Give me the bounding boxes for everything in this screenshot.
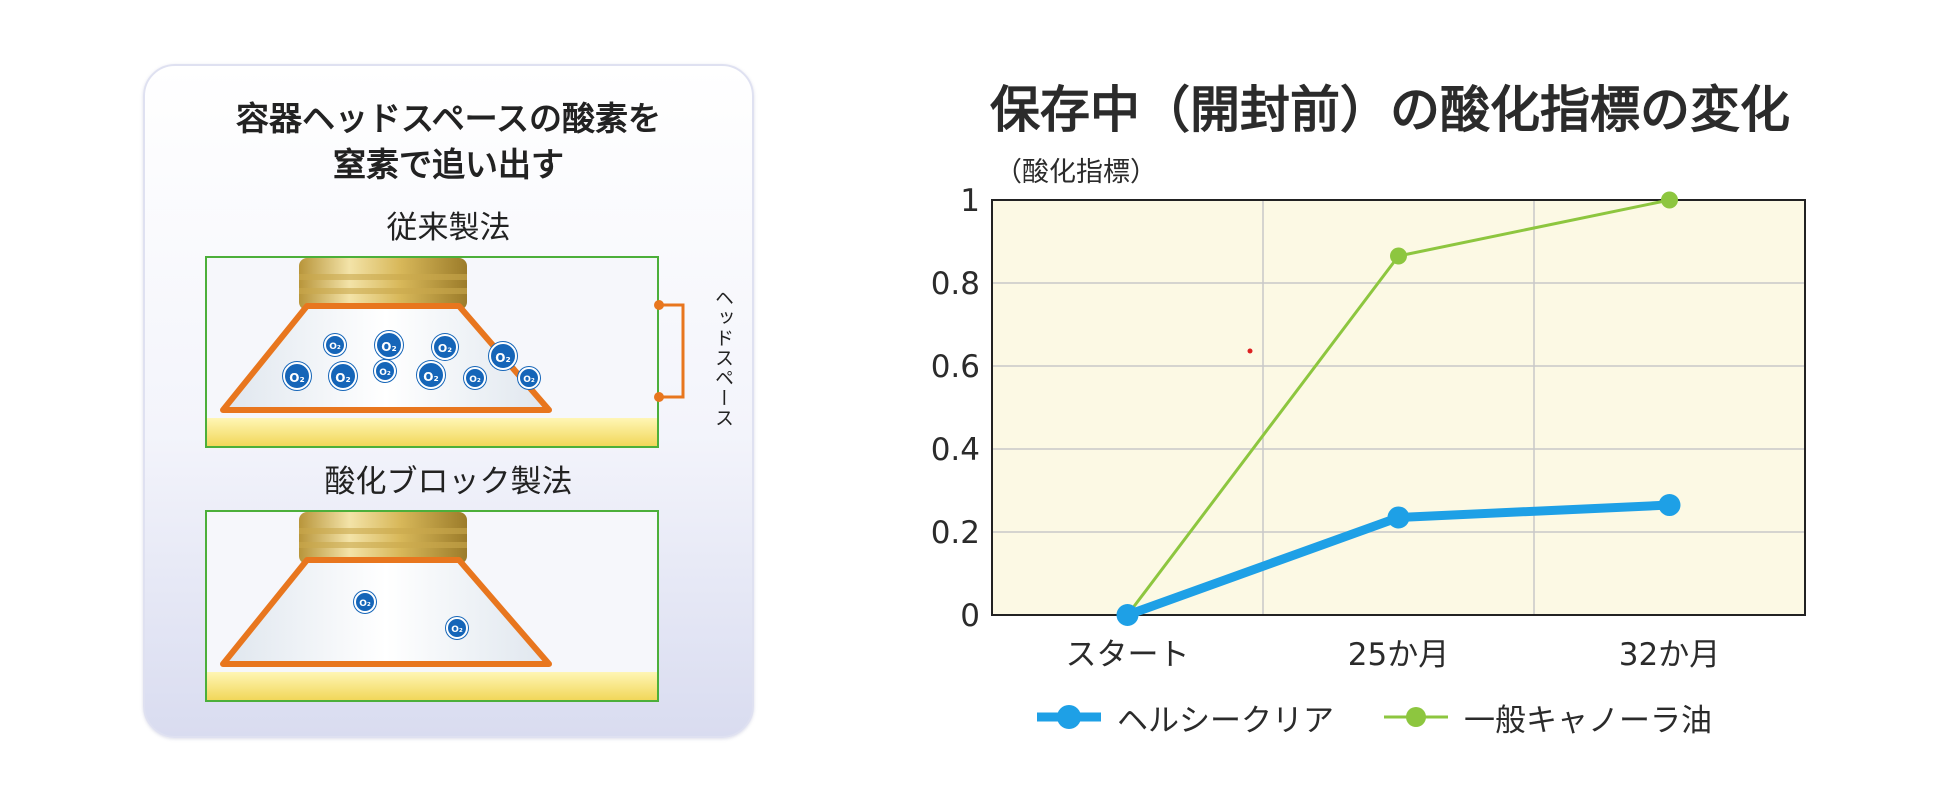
stray-dot — [1247, 348, 1253, 354]
illustration-panel: 容器ヘッドスペースの酸素を 窒素で追い出す 従来製法 — [143, 64, 754, 738]
headspace-bracket — [654, 300, 685, 402]
chart-title: 保存中（開封前）の酸化指標の変化 — [990, 81, 1790, 139]
illustration-title: 容器ヘッドスペースの酸素を 窒素で追い出す — [145, 96, 752, 188]
oxygen-molecule-icon: O₂ — [464, 367, 486, 389]
legend-label-series-2: 一般キャノーラ油 — [1464, 702, 1712, 739]
oxygen-molecule-icon: O₂ — [354, 591, 376, 613]
block-bottle-scene: O₂ O₂ — [205, 510, 659, 702]
plot-frame — [991, 199, 1806, 616]
method-conventional-label: 従来製法 — [386, 210, 511, 246]
bottle-cap — [299, 258, 467, 310]
conventional-bottle-scene: O₂ O₂ O₂ O₂ O₂ O₂ O₂ O₂ O₂ O₂ — [205, 256, 659, 448]
headspace-label: ヘッドスペース — [712, 288, 734, 428]
y-tick-labels: 0 0.2 0.4 0.6 0.8 1 — [931, 183, 980, 634]
legend-item-series-1: ヘルシークリア — [1035, 692, 1334, 742]
method-block-label: 酸化ブロック製法 — [324, 464, 573, 500]
legend-marker-series-2 — [1384, 707, 1448, 727]
line-chart: 0 0.2 0.4 0.6 0.8 1 スタート 25か月 32か月 — [931, 183, 1806, 673]
y-tick-label: 0 — [960, 598, 980, 634]
bottle-cap — [299, 512, 467, 564]
y-tick-label: 0.6 — [931, 349, 980, 385]
plot-area — [992, 200, 1805, 615]
oxygen-molecule-icon: O₂ — [283, 362, 311, 390]
y-tick-label: 0.4 — [931, 432, 980, 468]
illustration-title-line1: 容器ヘッドスペースの酸素を — [235, 99, 662, 138]
y-tick-label: 1 — [960, 183, 980, 219]
data-point-series-2 — [1661, 191, 1678, 209]
y-axis-label: （酸化指標） — [995, 157, 1157, 188]
data-point-series-1 — [1116, 604, 1139, 626]
oxygen-molecule-icon: O₂ — [374, 360, 396, 382]
x-tick-label: スタート — [1066, 637, 1190, 673]
x-tick-label: 32か月 — [1619, 637, 1720, 673]
series-layer — [1116, 191, 1681, 626]
oxygen-molecule-icon: O₂ — [432, 334, 458, 360]
grid-lines — [992, 200, 1805, 615]
x-tick-label: 25か月 — [1348, 637, 1449, 673]
oxygen-molecule-icon: O₂ — [446, 617, 468, 639]
data-point-series-2 — [1390, 247, 1407, 265]
data-point-series-1 — [1387, 506, 1410, 529]
y-tick-label: 0.2 — [931, 515, 980, 551]
legend-marker-series-1 — [1037, 705, 1101, 729]
x-tick-labels: スタート 25か月 32か月 — [1066, 637, 1721, 673]
illustration-title-line2: 窒素で追い出す — [333, 145, 564, 184]
oxygen-molecule-icon: O₂ — [417, 361, 445, 389]
legend-label-series-1: ヘルシークリア — [1117, 702, 1334, 739]
bottle-shoulder — [220, 557, 552, 667]
oxygen-molecule-icon: O₂ — [329, 362, 357, 390]
legend-item-series-2: 一般キャノーラ油 — [1382, 692, 1712, 742]
data-point-series-1 — [1658, 494, 1681, 517]
y-tick-label: 0.8 — [931, 266, 980, 302]
oxygen-molecule-icon: O₂ — [375, 331, 403, 359]
oxygen-molecule-icon: O₂ — [518, 367, 540, 389]
oxygen-molecule-icon: O₂ — [324, 334, 346, 356]
oxygen-molecule-icon: O₂ — [489, 342, 517, 370]
